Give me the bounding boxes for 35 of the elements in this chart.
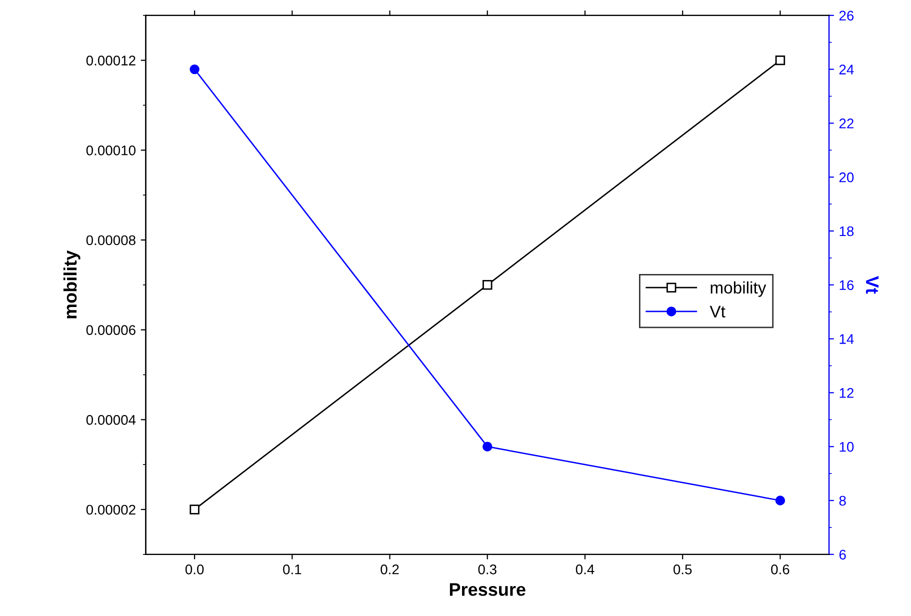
point [775,496,786,506]
y2-tick-label: 6 [839,550,846,560]
x-axis-title: Pressure [450,583,526,596]
y2-tick-label: 26 [839,10,854,21]
y2-tick-label: 8 [839,496,846,506]
point [775,55,786,66]
y2-tick-label: 12 [840,388,854,398]
legend-label: Vt [710,306,726,318]
y2-tick-label: 24 [839,64,854,74]
y2-tick-label: 22 [839,118,854,128]
y-tick-label: 0.00004 [86,414,136,425]
y-tick-label: 0.00008 [86,235,136,246]
point [482,442,492,452]
x-tick-label: 0.1 [283,564,302,574]
y2-tick-label: 10 [840,442,854,452]
y2-tick-label: 18 [840,226,854,236]
y-tick-label: 0.00006 [86,325,136,335]
point [482,280,492,290]
x-tick-label: 0.5 [673,564,692,574]
point [190,504,200,514]
point [190,64,200,74]
x-tick-label: 0.2 [380,564,399,574]
y2-tick-label: 14 [840,334,854,344]
y2-tick-label: 20 [839,172,854,182]
y-tick-label: 0.00002 [86,504,136,515]
y-axis-title: mobility [63,250,80,318]
x-tick-label: 0.0 [185,564,204,574]
x-tick-label: 0.6 [771,564,790,574]
y2-tick-label: 16 [840,280,854,290]
legend-label: mobility [710,281,766,297]
y-tick-label: 0.00010 [86,145,136,156]
y2-axis-title: Vt [866,276,879,294]
y-tick-label: 0.00012 [86,56,136,66]
x-tick-label: 0.4 [576,564,594,574]
x-tick-label: 0.3 [478,564,496,574]
